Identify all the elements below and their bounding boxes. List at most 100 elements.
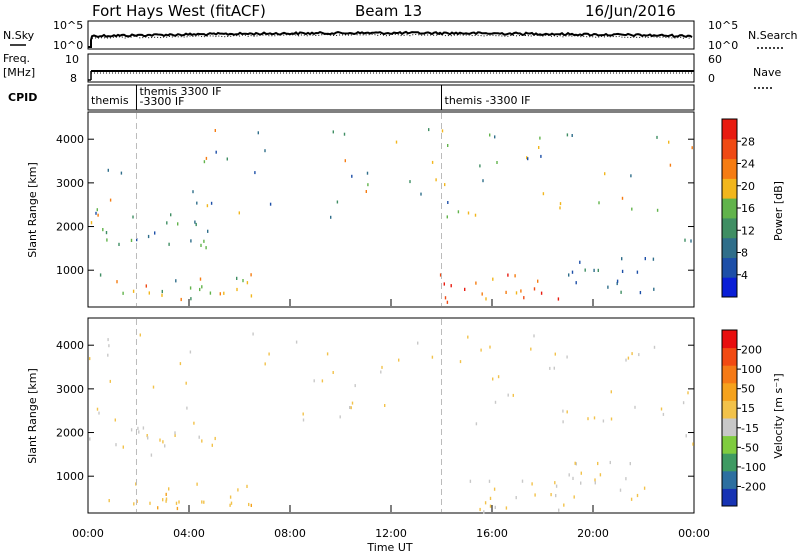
- data-cell: [206, 204, 209, 208]
- data-cell: [226, 157, 228, 161]
- data-cell: [604, 172, 606, 176]
- data-cell: [246, 484, 248, 488]
- velocity-colorbar-frame: [721, 329, 738, 507]
- data-cell: [351, 174, 353, 178]
- data-cell: [332, 371, 334, 374]
- data-cell: [269, 202, 272, 206]
- data-cell: [507, 393, 509, 397]
- data-cell: [201, 439, 203, 443]
- data-cell: [557, 297, 560, 301]
- data-cell: [89, 357, 91, 361]
- data-cell: [165, 499, 167, 503]
- data-cell: [186, 406, 188, 410]
- data-cell: [102, 228, 104, 232]
- data-cell: [625, 477, 627, 481]
- data-cell: [559, 202, 562, 206]
- nave-label: Nave: [753, 66, 781, 79]
- data-cell: [610, 390, 612, 394]
- x-axis: 00:00 04:00 08:00 12:00 16:00 20:00 00:00: [72, 299, 710, 540]
- data-cell: [295, 340, 298, 344]
- data-cell: [199, 287, 201, 292]
- data-cell: [116, 280, 118, 284]
- data-cell: [493, 487, 496, 491]
- data-cell: [537, 279, 539, 283]
- data-cell: [179, 362, 182, 366]
- y-tick-label: 1000: [56, 264, 84, 277]
- data-cell: [248, 502, 250, 507]
- y-tick-label: 1000: [56, 470, 84, 483]
- power-colorbar-tick-label: 24: [741, 158, 755, 171]
- data-cell: [481, 292, 483, 296]
- data-cell: [553, 366, 555, 370]
- data-cell: [644, 257, 646, 261]
- data-cell: [229, 503, 231, 507]
- data-cell: [554, 481, 556, 485]
- data-cell: [214, 129, 216, 132]
- data-cell: [130, 428, 133, 432]
- data-cell: [132, 289, 135, 293]
- data-cell: [475, 422, 478, 426]
- data-cell: [685, 434, 687, 438]
- data-cell: [214, 436, 216, 441]
- y-tick-label: 3000: [56, 383, 84, 396]
- data-cell: [381, 365, 383, 369]
- data-cell: [574, 461, 576, 465]
- data-cell: [170, 213, 172, 217]
- data-cell: [474, 213, 477, 217]
- data-cell: [250, 294, 253, 298]
- data-cell: [257, 131, 259, 135]
- data-cell: [563, 503, 565, 507]
- power-panel-frame: [87, 111, 695, 308]
- data-cell: [512, 393, 514, 397]
- cpid-segment-label: themis: [91, 94, 129, 107]
- freq-panel-frame: [87, 53, 695, 83]
- data-cell: [366, 171, 369, 175]
- data-cell: [575, 462, 577, 466]
- data-cell: [200, 243, 202, 247]
- data-cell: [450, 284, 452, 288]
- power-colorbar-swatch: [722, 138, 737, 160]
- data-cell: [489, 496, 492, 500]
- data-cell: [133, 502, 135, 506]
- data-cell: [533, 334, 535, 338]
- data-cell: [475, 281, 477, 285]
- data-cell: [189, 350, 192, 354]
- data-cell: [198, 435, 200, 439]
- data-cell: [250, 503, 252, 507]
- data-cell: [439, 273, 442, 277]
- data-cell: [209, 291, 212, 295]
- data-cell: [484, 501, 487, 505]
- freq-left-tick-top: 10: [65, 53, 79, 66]
- data-cell: [593, 268, 595, 272]
- data-cell: [593, 416, 596, 420]
- data-cell: [97, 213, 99, 217]
- data-cell: [643, 486, 646, 490]
- data-cell: [571, 270, 574, 274]
- data-cell: [109, 198, 112, 202]
- data-cell: [653, 287, 655, 291]
- data-cell: [587, 417, 589, 421]
- data-cell: [540, 154, 542, 158]
- data-cell: [492, 377, 494, 381]
- data-cell: [219, 292, 221, 296]
- data-cell: [149, 501, 151, 505]
- data-cell: [447, 144, 449, 147]
- data-cell: [568, 473, 570, 477]
- data-cell: [165, 497, 168, 501]
- data-cell: [96, 208, 98, 212]
- noise-right-tick-bottom: 10^0: [708, 39, 738, 52]
- velocity-colorbar-swatch: [722, 470, 737, 489]
- data-cell: [621, 257, 623, 261]
- noise-search-line: [91, 33, 693, 39]
- data-cell: [515, 291, 518, 295]
- data-cell: [602, 419, 605, 423]
- data-cell: [554, 352, 556, 356]
- data-cell: [196, 482, 198, 486]
- data-cell: [555, 494, 557, 498]
- power-y-ticks: 1000 2000 3000 4000: [56, 133, 694, 277]
- freq-right-tick-bottom: 0: [708, 72, 715, 85]
- data-cell: [571, 134, 573, 137]
- data-cell: [533, 287, 536, 291]
- data-cell: [656, 208, 659, 212]
- data-cell: [175, 501, 178, 505]
